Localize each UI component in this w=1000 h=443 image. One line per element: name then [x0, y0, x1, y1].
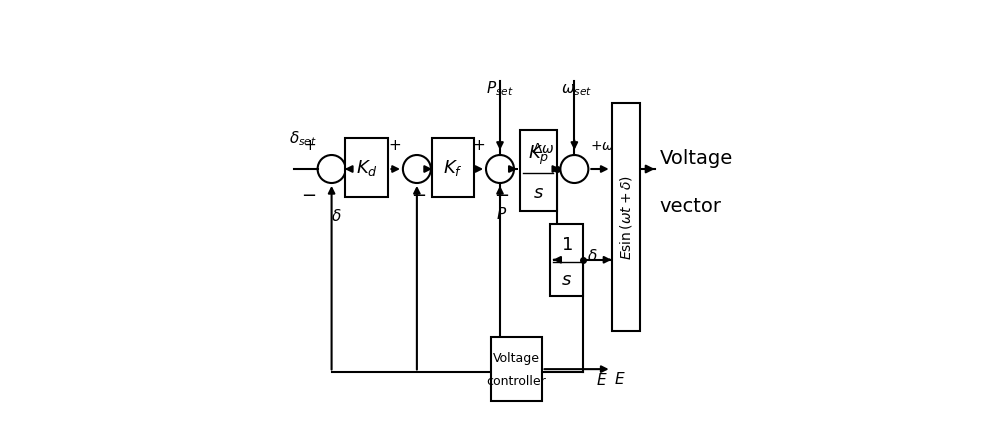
Text: $s$: $s$ [533, 184, 544, 202]
Text: $\delta$: $\delta$ [331, 208, 341, 224]
Text: +: + [304, 138, 316, 153]
Text: $-$: $-$ [494, 185, 509, 203]
Bar [432, 138, 474, 198]
Text: +: + [389, 138, 402, 153]
Text: $+\omega$: $+\omega$ [590, 139, 614, 153]
Text: $K_f$: $K_f$ [443, 158, 463, 178]
Text: +: + [472, 138, 485, 153]
Text: controller: controller [487, 375, 546, 389]
Text: vector: vector [660, 197, 722, 216]
Text: $P$: $P$ [496, 206, 507, 222]
Bar [550, 224, 583, 296]
Text: $E$: $E$ [596, 372, 607, 388]
Text: $-$: $-$ [411, 185, 426, 203]
Text: $K_p$: $K_p$ [528, 144, 549, 167]
Text: $\Delta\omega$: $\Delta\omega$ [532, 142, 554, 156]
Bar [520, 130, 557, 210]
Text: $K_d$: $K_d$ [356, 158, 378, 178]
Text: $1$: $1$ [561, 237, 573, 254]
Bar [345, 138, 388, 198]
Bar [491, 338, 542, 401]
Text: $s$: $s$ [561, 271, 572, 289]
Text: Voltage: Voltage [660, 148, 733, 167]
Text: $\delta$: $\delta$ [587, 248, 598, 264]
Text: $E\sin\left(\omega t+\delta\right)$: $E\sin\left(\omega t+\delta\right)$ [618, 175, 634, 260]
Text: $E$: $E$ [614, 371, 625, 387]
Text: $-$: $-$ [301, 185, 316, 203]
Bar [612, 103, 640, 331]
Text: $\omega_{set}$: $\omega_{set}$ [561, 82, 592, 98]
Text: Voltage: Voltage [493, 352, 540, 365]
Text: $\delta_{set}$: $\delta_{set}$ [289, 129, 317, 148]
Text: $P_{set}$: $P_{set}$ [486, 79, 514, 98]
